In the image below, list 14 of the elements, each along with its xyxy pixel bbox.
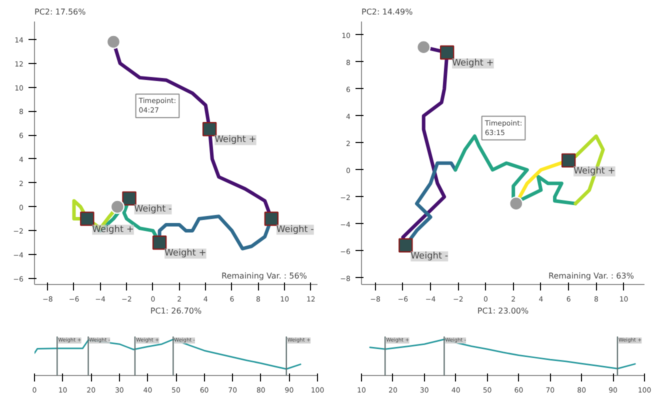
annotation: Remaining Var. : 56% [222, 272, 308, 280]
y-axis-title: PC2: 14.49% [362, 8, 414, 16]
x-axis-title: PC1: 26.70% [150, 306, 202, 316]
annotation: Weight - [276, 224, 314, 235]
annotation: Weight + [92, 224, 134, 235]
y-axis-title: PC2: 17.56% [34, 8, 86, 16]
annotation: Weight + [574, 166, 616, 176]
annotation: Weight + [214, 135, 256, 146]
annotation: Weight + [452, 58, 494, 69]
annotation: Weight + [164, 248, 206, 259]
annotation: Weight - [134, 204, 172, 214]
annotation: Remaining Var. : 63% [548, 272, 634, 280]
x-axis-title: PC1: 23.00% [477, 306, 530, 316]
annotation: Weight - [410, 251, 448, 262]
